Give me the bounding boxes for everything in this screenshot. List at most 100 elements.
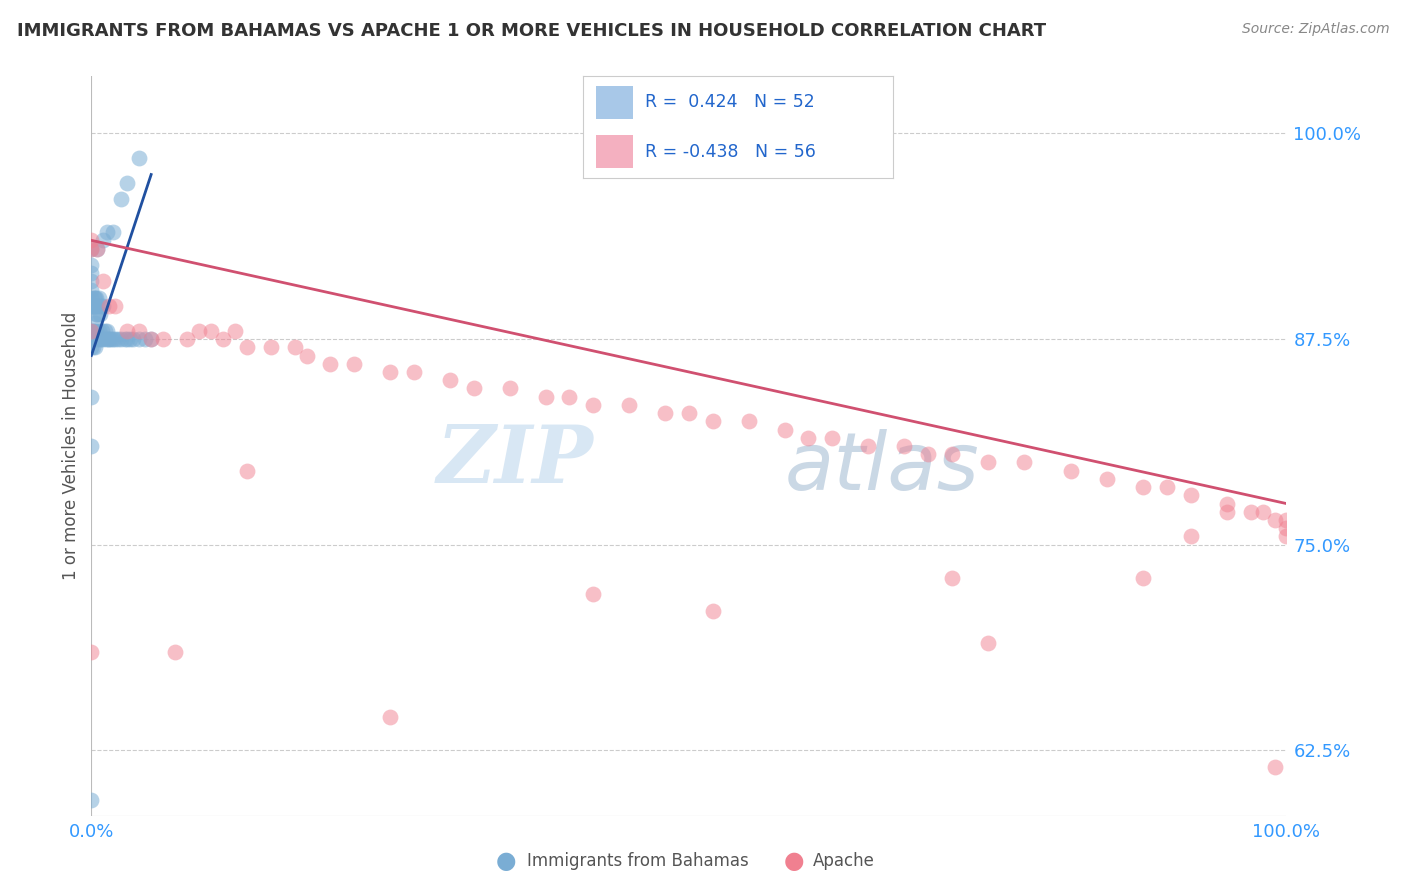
Point	[118, 332, 141, 346]
Point	[115, 324, 138, 338]
Point	[224, 324, 246, 338]
Point	[235, 464, 259, 478]
Point	[498, 381, 520, 395]
Text: R =  0.424   N = 52: R = 0.424 N = 52	[645, 94, 815, 112]
Point	[259, 340, 281, 354]
Point	[101, 332, 124, 346]
Point	[319, 357, 342, 371]
Point	[678, 406, 700, 420]
Point	[128, 332, 150, 346]
Point	[82, 299, 104, 313]
Text: IMMIGRANTS FROM BAHAMAS VS APACHE 1 OR MORE VEHICLES IN HOUSEHOLD CORRELATION CH: IMMIGRANTS FROM BAHAMAS VS APACHE 1 OR M…	[17, 22, 1046, 40]
Point	[80, 324, 103, 338]
Point	[1275, 521, 1298, 535]
Point	[80, 340, 103, 354]
Point	[83, 324, 105, 338]
Point	[91, 324, 114, 338]
Point	[1132, 571, 1154, 585]
Point	[378, 365, 402, 379]
Point	[1060, 464, 1083, 478]
Point	[343, 357, 366, 371]
Point	[439, 373, 461, 387]
Point	[84, 340, 107, 354]
Point	[80, 390, 103, 404]
Point	[104, 332, 127, 346]
Point	[80, 233, 103, 247]
Point	[134, 332, 156, 346]
Point	[87, 324, 110, 338]
Point	[93, 324, 115, 338]
Point	[893, 439, 915, 453]
Point	[856, 439, 880, 453]
Text: Apache: Apache	[813, 852, 875, 870]
Point	[93, 332, 114, 346]
Point	[96, 225, 118, 239]
Point	[1215, 505, 1237, 519]
Point	[1240, 505, 1263, 519]
Point	[107, 332, 129, 346]
Point	[1251, 505, 1274, 519]
Point	[1275, 529, 1298, 543]
Point	[84, 324, 107, 338]
Point	[1180, 529, 1202, 543]
Point	[141, 332, 162, 346]
Point	[80, 258, 103, 272]
Point	[1156, 480, 1178, 494]
Point	[1264, 760, 1286, 774]
Point	[128, 324, 150, 338]
Point	[90, 299, 112, 313]
Point	[80, 275, 103, 289]
Point	[80, 439, 103, 453]
Point	[86, 242, 108, 256]
Point	[211, 332, 233, 346]
Point	[1012, 455, 1035, 469]
Point	[284, 340, 307, 354]
Point	[122, 332, 145, 346]
Point	[941, 571, 963, 585]
Point	[80, 242, 103, 256]
Point	[582, 398, 605, 412]
Point	[619, 398, 641, 412]
Point	[295, 349, 318, 363]
Point	[235, 340, 259, 354]
Point	[463, 381, 485, 395]
Point	[86, 307, 108, 321]
Point	[98, 299, 121, 313]
Text: ●: ●	[785, 849, 804, 872]
Point	[1097, 472, 1119, 486]
Text: R = -0.438   N = 56: R = -0.438 N = 56	[645, 143, 817, 161]
Point	[941, 447, 963, 461]
Text: atlas: atlas	[785, 429, 980, 508]
Point	[702, 414, 724, 428]
FancyBboxPatch shape	[596, 136, 633, 168]
Point	[115, 176, 138, 190]
Point	[89, 332, 111, 346]
Point	[86, 299, 108, 313]
FancyBboxPatch shape	[596, 87, 633, 119]
Point	[84, 307, 107, 321]
Point	[104, 299, 127, 313]
Point	[101, 225, 124, 239]
Text: Immigrants from Bahamas: Immigrants from Bahamas	[527, 852, 749, 870]
Point	[976, 455, 998, 469]
Point	[1275, 513, 1298, 527]
Point	[558, 390, 581, 404]
Text: Source: ZipAtlas.com: Source: ZipAtlas.com	[1241, 22, 1389, 37]
Point	[1180, 488, 1202, 502]
Point	[98, 332, 121, 346]
Point	[141, 332, 162, 346]
Point	[93, 299, 114, 313]
Point	[114, 332, 136, 346]
Point	[128, 151, 150, 165]
Point	[89, 307, 111, 321]
Point	[80, 266, 103, 280]
Point	[110, 332, 132, 346]
Point	[86, 242, 108, 256]
Point	[917, 447, 939, 461]
Point	[84, 299, 107, 313]
Point	[80, 299, 103, 313]
Point	[163, 645, 186, 659]
Point	[1264, 513, 1286, 527]
Point	[378, 710, 402, 724]
Point	[115, 332, 138, 346]
